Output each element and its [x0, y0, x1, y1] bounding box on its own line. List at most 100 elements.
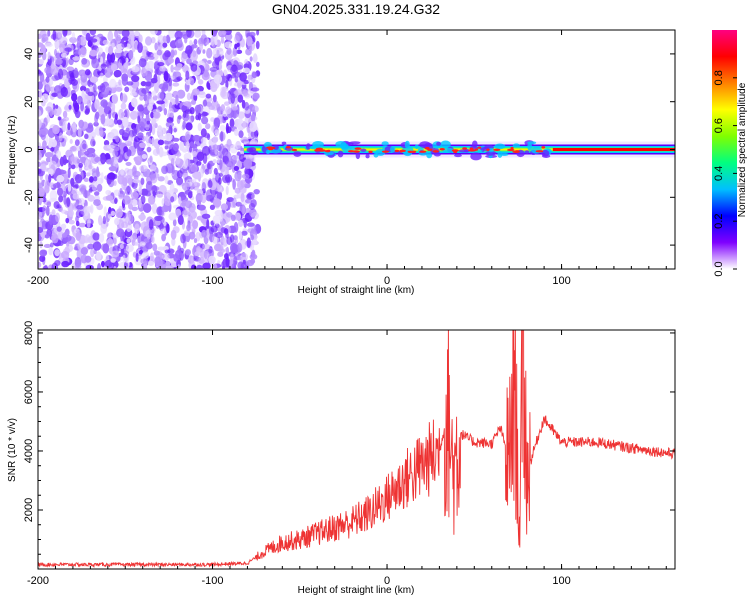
noise-blob: [242, 120, 246, 129]
noise-blob: [132, 241, 140, 246]
noise-blob: [60, 223, 67, 230]
noise-blob: [91, 57, 100, 69]
noise-blob: [121, 221, 129, 229]
noise-blob: [156, 75, 161, 86]
signal-peak: [381, 150, 390, 153]
noise-blob: [202, 262, 211, 269]
noise-blob: [251, 249, 256, 259]
noise-blob: [76, 35, 82, 47]
noise-blob: [139, 164, 148, 172]
noise-blob: [100, 99, 108, 108]
noise-blob: [185, 70, 190, 81]
noise-blob: [178, 196, 182, 205]
noise-blob: [232, 106, 239, 111]
noise-blob: [57, 68, 64, 80]
noise-blob: [233, 155, 237, 162]
noise-blob: [135, 160, 142, 166]
noise-blob: [132, 170, 141, 178]
noise-blob: [144, 99, 150, 107]
y-tick-label: 8000: [23, 321, 35, 345]
noise-blob: [92, 90, 98, 96]
x-tick-label: -200: [27, 575, 49, 587]
noise-blob: [60, 209, 68, 214]
noise-blob: [58, 132, 63, 142]
noise-blob: [201, 250, 210, 260]
noise-blob: [103, 139, 110, 147]
noise-blob: [233, 221, 239, 233]
noise-blob: [118, 108, 124, 119]
noise-blob: [89, 84, 94, 94]
noise-blob: [80, 247, 89, 255]
noise-blob: [44, 43, 53, 48]
noise-blob: [205, 123, 211, 130]
noise-blob: [115, 87, 123, 92]
noise-blob: [157, 62, 165, 67]
noise-blob: [147, 60, 155, 70]
noise-blob: [54, 249, 61, 257]
noise-blob: [99, 82, 106, 93]
noise-blob: [80, 85, 87, 92]
noise-blob: [208, 180, 213, 188]
noise-blob: [195, 264, 203, 269]
signal-blob: [524, 150, 530, 154]
noise-blob: [188, 231, 196, 240]
noise-blob: [241, 230, 248, 236]
noise-blob: [163, 71, 169, 82]
noise-blob: [48, 214, 54, 226]
noise-blob: [165, 34, 171, 44]
noise-blob: [93, 68, 101, 78]
noise-blob: [118, 79, 122, 86]
signal-inner: [243, 148, 675, 151]
signal-peak: [468, 149, 476, 152]
signal-peak: [419, 150, 427, 153]
noise-blob: [156, 193, 163, 198]
noise-blob: [65, 149, 73, 158]
noise-blob: [154, 215, 163, 221]
noise-blob: [241, 173, 250, 180]
noise-blob: [256, 30, 260, 36]
signal-blob: [360, 148, 367, 152]
noise-blob: [147, 55, 155, 60]
signal-blob: [494, 143, 506, 150]
noise-blob: [72, 56, 80, 61]
signal-peak: [399, 149, 406, 153]
noise-blob: [98, 105, 105, 116]
noise-blob: [44, 66, 52, 74]
noise-blob: [191, 44, 198, 49]
noise-blob: [86, 206, 93, 213]
signal-peak: [462, 147, 468, 150]
noise-blob: [55, 104, 59, 109]
noise-blob: [126, 149, 132, 157]
noise-blob: [225, 185, 229, 196]
noise-blob: [106, 159, 113, 165]
noise-blob: [151, 137, 155, 147]
noise-blob: [229, 234, 235, 243]
signal-blob: [442, 147, 455, 153]
noise-blob: [100, 56, 104, 65]
signal-blob: [541, 149, 550, 157]
noise-blob: [62, 110, 68, 119]
noise-blob: [63, 195, 67, 205]
noise-blob: [100, 63, 107, 70]
noise-blob: [131, 97, 138, 108]
signal-peak: [493, 148, 501, 151]
noise-blob: [100, 260, 105, 268]
noise-blob: [115, 135, 120, 143]
noise-blob: [131, 65, 140, 73]
noise-blob: [232, 197, 237, 208]
noise-blob: [80, 79, 88, 87]
noise-blob: [149, 164, 157, 172]
noise-blob: [141, 154, 148, 159]
noise-blob: [237, 111, 246, 119]
noise-blob: [242, 89, 249, 97]
colorbar-tick-label: 0.4: [713, 166, 725, 181]
noise-blob: [127, 135, 133, 145]
noise-blob: [140, 258, 149, 265]
noise-blob: [125, 244, 134, 253]
noise-blob: [79, 35, 87, 46]
noise-blob: [44, 234, 50, 239]
noise-blob: [90, 248, 95, 258]
noise-blob: [197, 204, 206, 211]
noise-blob: [121, 73, 129, 82]
noise-blob: [140, 68, 148, 77]
